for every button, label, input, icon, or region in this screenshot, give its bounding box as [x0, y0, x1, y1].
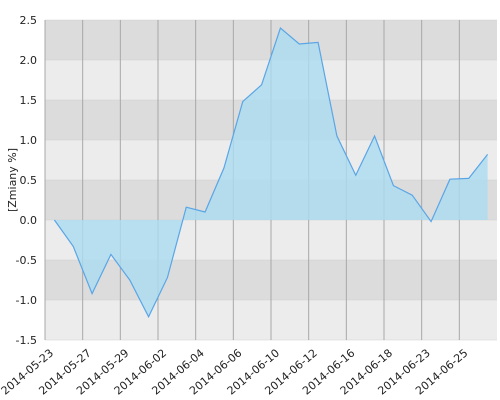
y-tick-label: -1.0: [16, 294, 37, 307]
y-tick-label: 2.0: [20, 54, 38, 67]
y-tick-label: -0.5: [16, 254, 37, 267]
y-tick-label: 0.0: [20, 214, 38, 227]
area: [54, 28, 488, 317]
y-tick-label: 2.5: [20, 14, 38, 27]
y-tick-label: 1.5: [20, 94, 38, 107]
y-tick-label: 0.5: [20, 174, 38, 187]
line: [53, 26, 489, 319]
y-tick-label: -1.5: [16, 334, 37, 347]
y-tick-label: 1.0: [20, 134, 38, 147]
y-axis-label: [Zmiany %]: [6, 148, 19, 212]
